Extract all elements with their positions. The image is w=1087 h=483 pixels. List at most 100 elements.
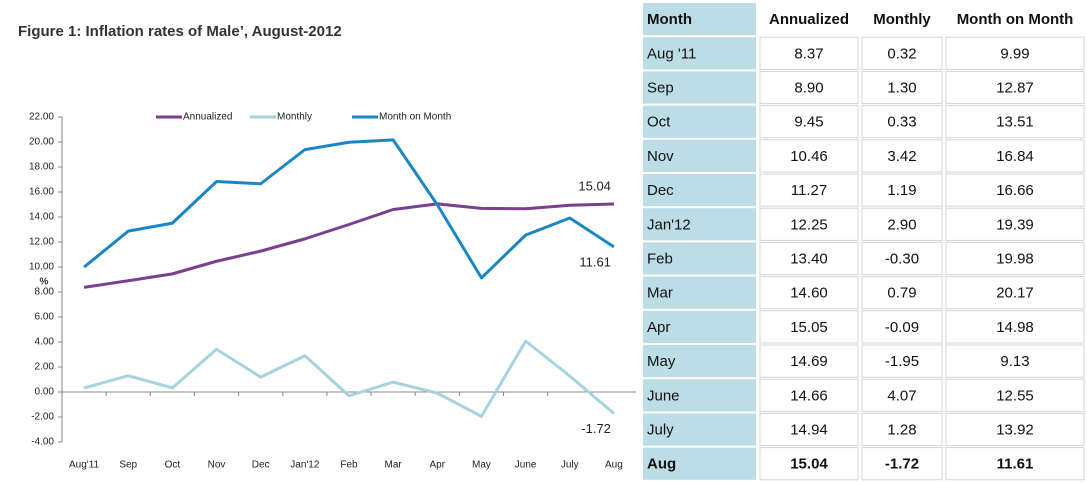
table-cell [759,70,859,105]
table-cell [759,173,859,207]
table-cell [945,173,1085,207]
header-text: Monthly [873,11,931,28]
data-label: 11.61 [579,254,611,269]
table-cell [861,70,943,105]
table-cell [643,379,756,412]
cell-text: -0.09 [885,319,919,336]
header-text: Annualized [769,11,849,28]
table-cell [945,378,1085,412]
cell-text: 4.07 [887,387,916,404]
y-tick-label: 6.00 [35,312,55,323]
table-cell [759,139,859,173]
cell-text: 12.25 [790,216,828,233]
table-cell [945,276,1085,310]
table-cell [861,276,943,310]
header-cell [946,3,1084,36]
y-tick-label: -4.00 [31,437,54,448]
cell-text: 15.04 [790,456,828,473]
table-cell [759,241,859,276]
data-label: 15.04 [578,178,611,193]
cell-text: 0.79 [887,285,916,302]
table-cell [945,447,1085,481]
y-tick-label: 18.00 [29,162,54,173]
header-text: Month on Month [957,11,1074,28]
cell-text: 12.55 [996,387,1034,404]
table-cell [759,447,859,481]
table-cell [643,447,756,480]
cell-text: 13.92 [996,421,1034,438]
table-cell [945,344,1085,378]
cell-text: 9.99 [1000,45,1029,62]
cell-text: 19.98 [996,250,1034,267]
legend-label: Month on Month [379,112,451,123]
cell-text: 15.05 [790,319,828,336]
cell-text: Dec [647,182,674,199]
cell-text: June [647,387,680,404]
chart-background [0,0,640,483]
cell-text: 9.45 [794,114,823,131]
cell-text: 14.66 [790,387,828,404]
cell-text: 16.84 [996,148,1034,165]
table-cell [759,36,859,70]
table-cell [945,207,1085,241]
table-cell [945,36,1085,70]
table-cell [643,139,756,172]
y-tick-label: 0.00 [35,387,55,398]
cell-text: Nov [647,148,674,165]
table-cell [945,412,1085,447]
y-tick-label: 12.00 [29,237,54,248]
cell-text: 13.40 [790,250,828,267]
x-tick-label: Aug [605,460,623,471]
cell-text: 19.39 [996,216,1034,233]
cell-text: 14.98 [996,319,1034,336]
cell-text: 12.87 [996,79,1034,96]
table-cell [759,207,859,241]
table-cell [861,207,943,241]
cell-text: 16.66 [996,182,1034,199]
table-cell [759,412,859,447]
cell-text: 11.61 [997,456,1034,473]
table-cell [643,242,756,275]
table-cell [861,241,943,276]
x-tick-label: June [515,460,537,471]
y-tick-label: 16.00 [29,187,54,198]
table-cell [643,276,756,309]
cell-text: 14.94 [790,421,828,438]
cell-text: Feb [647,250,673,267]
y-axis-label: % [40,277,49,288]
table-cell [861,344,943,378]
table-cell [861,139,943,173]
cell-text: Apr [647,319,670,336]
cell-text: 8.37 [794,45,823,62]
table-cell [861,36,943,70]
header-cell [760,3,858,36]
y-tick-label: 20.00 [29,137,54,148]
table-cell [861,447,943,481]
legend-label: Annualized [183,112,232,123]
table-cell [861,310,943,344]
cell-text: Aug '11 [647,45,696,62]
cell-text: 20.17 [996,285,1034,302]
y-tick-label: -2.00 [31,412,54,423]
cell-text: Mar [647,285,673,302]
x-tick-label: Sep [119,460,137,471]
cell-text: 1.30 [887,79,916,96]
y-tick-label: 8.00 [35,287,55,298]
table-cell [945,241,1085,276]
x-tick-label: July [561,460,579,471]
legend-label: Monthly [277,112,312,123]
table-cell [861,173,943,207]
header-text: Month [647,11,692,28]
table-cell [643,174,756,207]
series-line [83,339,615,418]
x-tick-label: Nov [208,460,226,471]
table-cell [945,139,1085,173]
y-tick-label: 22.00 [29,112,54,123]
x-tick-label: Jan'12 [290,460,320,471]
cell-text: -1.72 [885,456,919,473]
table-cell [643,71,756,104]
y-tick-label: 4.00 [35,337,55,348]
y-tick-label: 2.00 [35,362,55,373]
cell-text: 11.27 [791,182,827,199]
table-cell [759,276,859,310]
